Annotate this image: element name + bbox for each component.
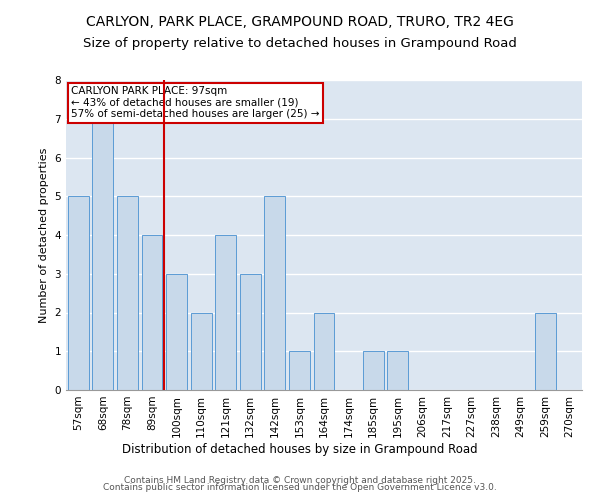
Bar xyxy=(362,351,383,390)
Text: CARLYON, PARK PLACE, GRAMPOUND ROAD, TRURO, TR2 4EG: CARLYON, PARK PLACE, GRAMPOUND ROAD, TRU… xyxy=(86,15,514,29)
Bar xyxy=(240,274,261,390)
Y-axis label: Number of detached properties: Number of detached properties xyxy=(39,148,49,322)
Bar xyxy=(166,274,187,390)
Bar xyxy=(92,118,113,390)
Bar xyxy=(215,235,236,390)
Text: Contains HM Land Registry data © Crown copyright and database right 2025.: Contains HM Land Registry data © Crown c… xyxy=(124,476,476,485)
Text: CARLYON PARK PLACE: 97sqm
← 43% of detached houses are smaller (19)
57% of semi-: CARLYON PARK PLACE: 97sqm ← 43% of detac… xyxy=(71,86,320,120)
Bar xyxy=(191,312,212,390)
Bar xyxy=(68,196,89,390)
Bar xyxy=(289,351,310,390)
Text: Distribution of detached houses by size in Grampound Road: Distribution of detached houses by size … xyxy=(122,442,478,456)
Bar xyxy=(142,235,163,390)
Bar xyxy=(387,351,408,390)
Bar xyxy=(535,312,556,390)
Text: Contains public sector information licensed under the Open Government Licence v3: Contains public sector information licen… xyxy=(103,484,497,492)
Bar xyxy=(265,196,286,390)
Bar xyxy=(117,196,138,390)
Text: Size of property relative to detached houses in Grampound Road: Size of property relative to detached ho… xyxy=(83,38,517,51)
Bar xyxy=(314,312,334,390)
